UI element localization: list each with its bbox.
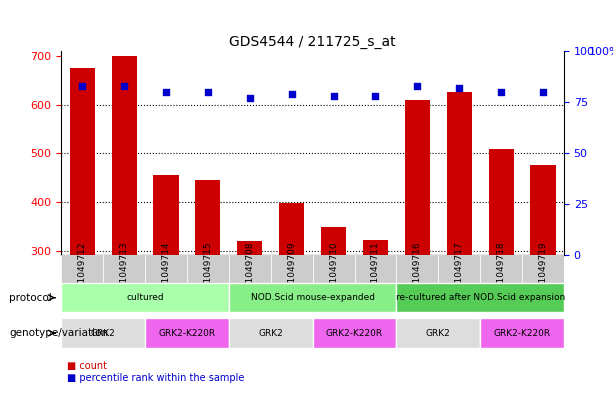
- Bar: [438, 255, 480, 289]
- Bar: [522, 255, 564, 289]
- Point: [203, 89, 213, 95]
- Text: GSM1049719: GSM1049719: [538, 242, 547, 303]
- Bar: [187, 255, 229, 289]
- Bar: [489, 149, 514, 393]
- Bar: [61, 255, 103, 289]
- Bar: [103, 255, 145, 289]
- Text: GSM1049714: GSM1049714: [161, 242, 170, 302]
- Text: re-cultured after NOD.Scid expansion: re-cultured after NOD.Scid expansion: [395, 293, 565, 302]
- Text: GRK2-K220R: GRK2-K220R: [158, 329, 216, 338]
- Point: [329, 93, 338, 99]
- Text: GSM1049715: GSM1049715: [204, 242, 213, 303]
- Text: GRK2-K220R: GRK2-K220R: [493, 329, 550, 338]
- Text: ■ count: ■ count: [67, 362, 107, 371]
- Title: GDS4544 / 211725_s_at: GDS4544 / 211725_s_at: [229, 35, 396, 49]
- Bar: [112, 56, 137, 393]
- Text: GRK2: GRK2: [426, 329, 451, 338]
- Bar: [447, 92, 472, 393]
- Point: [496, 89, 506, 95]
- Text: protocol: protocol: [9, 293, 52, 303]
- Bar: [271, 255, 313, 289]
- Text: ■ percentile rank within the sample: ■ percentile rank within the sample: [67, 373, 245, 383]
- Text: GSM1049711: GSM1049711: [371, 242, 380, 303]
- Point: [245, 95, 255, 101]
- Text: GSM1049710: GSM1049710: [329, 242, 338, 303]
- Text: cultured: cultured: [126, 293, 164, 302]
- Bar: [153, 175, 178, 393]
- Text: GRK2-K220R: GRK2-K220R: [326, 329, 383, 338]
- Point: [77, 83, 87, 89]
- Bar: [405, 100, 430, 393]
- Bar: [279, 203, 304, 393]
- Point: [370, 93, 380, 99]
- Text: GSM1049716: GSM1049716: [413, 242, 422, 303]
- Point: [119, 83, 129, 89]
- Y-axis label: 100%: 100%: [588, 47, 613, 57]
- Text: GSM1049709: GSM1049709: [287, 242, 296, 303]
- Bar: [480, 255, 522, 289]
- Text: NOD.Scid mouse-expanded: NOD.Scid mouse-expanded: [251, 293, 375, 302]
- Point: [538, 89, 548, 95]
- Text: GRK2: GRK2: [91, 329, 116, 338]
- Bar: [145, 255, 187, 289]
- Text: GSM1049713: GSM1049713: [120, 242, 129, 303]
- Bar: [354, 255, 397, 289]
- Bar: [237, 241, 262, 393]
- Bar: [397, 255, 438, 289]
- Point: [454, 85, 464, 91]
- Point: [161, 89, 171, 95]
- Point: [413, 83, 422, 89]
- Bar: [70, 68, 95, 393]
- Point: [287, 91, 297, 97]
- Text: GSM1049712: GSM1049712: [78, 242, 87, 302]
- Text: GSM1049718: GSM1049718: [497, 242, 506, 303]
- Bar: [229, 255, 271, 289]
- Text: GRK2: GRK2: [258, 329, 283, 338]
- Bar: [363, 240, 388, 393]
- Text: GSM1049717: GSM1049717: [455, 242, 464, 303]
- Bar: [321, 227, 346, 393]
- Bar: [313, 255, 354, 289]
- Text: genotype/variation: genotype/variation: [9, 328, 109, 338]
- Text: GSM1049708: GSM1049708: [245, 242, 254, 303]
- Bar: [196, 180, 221, 393]
- Bar: [530, 165, 555, 393]
